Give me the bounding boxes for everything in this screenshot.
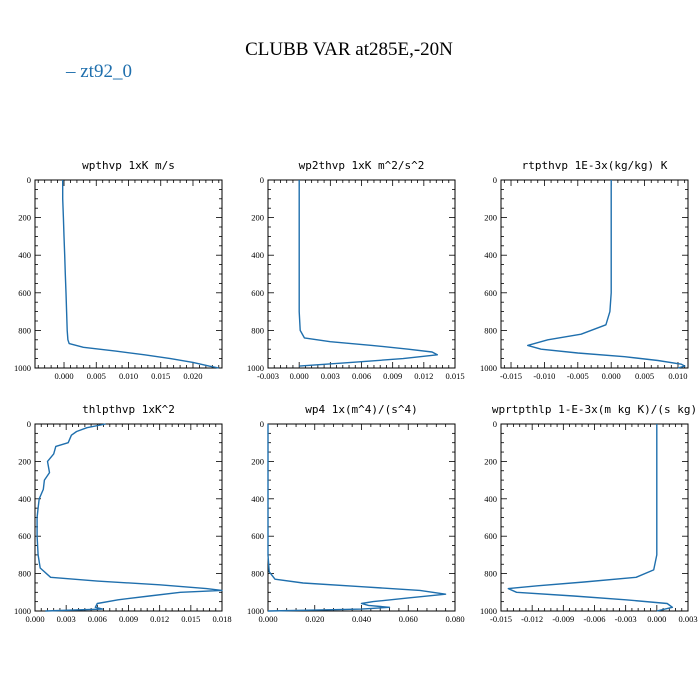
x-tick-label: 0.012 (414, 371, 433, 381)
x-tick-label: -0.009 (552, 614, 574, 624)
y-tick-label: 1000 (14, 606, 31, 616)
x-tick-label: 0.000 (602, 371, 621, 381)
x-tick-label: 0.018 (212, 614, 231, 624)
x-tick-label: 0.015 (151, 371, 170, 381)
y-tick-label: 400 (18, 494, 31, 504)
series-line (62, 180, 219, 369)
x-tick-label: 0.005 (635, 371, 654, 381)
panel-title: thlpthvp 1xK^2 (82, 403, 175, 416)
legend-entry: – zt92_0 (65, 61, 132, 82)
panel-1: wpthvp 1xK m/s 0 200 400 600 800 1000 0.000 0.00… (14, 159, 223, 381)
y-tick-label: 400 (484, 494, 497, 504)
series-line (36, 423, 223, 612)
x-tick-label: 0.006 (88, 614, 107, 624)
panel-3: rtpthvp 1E-3x(kg/kg) K02004006008001000-… (480, 159, 689, 381)
x-tick-label: 0.000 (647, 614, 666, 624)
x-tick-label: 0.020 (305, 614, 324, 624)
x-tick-label: 0.000 (290, 371, 309, 381)
x-tick-label: 0.020 (183, 371, 202, 381)
x-tick-label: 0.010 (668, 371, 687, 381)
series-line (267, 424, 447, 612)
x-tick-label: -0.015 (490, 614, 512, 624)
series-line (527, 180, 686, 369)
y-tick-label: 400 (251, 250, 264, 260)
y-tick-label: 0 (493, 175, 497, 185)
figure-title: CLUBB VAR at285E,-20N (245, 39, 453, 60)
x-tick-label: 0.003 (678, 614, 697, 624)
x-tick-label: 0.009 (119, 614, 138, 624)
x-tick-label: 0.009 (383, 371, 402, 381)
panel-2: wp2thvp 1xK m^2/s^2 0 200 400 600 800 1000-0.0… (247, 159, 465, 381)
y-tick-label: 0 (493, 419, 497, 429)
panel-title: wp2thvp 1xK m^2/s^2 (299, 159, 425, 172)
y-tick-label: 200 (18, 213, 31, 223)
x-tick-label: 0.080 (445, 614, 464, 624)
y-tick-label: 200 (251, 456, 264, 466)
y-tick-label: 1000 (247, 363, 264, 373)
x-tick-label: -0.015 (500, 371, 522, 381)
x-tick-label: -0.005 (567, 371, 589, 381)
y-tick-label: 600 (251, 288, 264, 298)
y-tick-label: 200 (18, 456, 31, 466)
x-tick-label: 0.015 (445, 371, 464, 381)
series-line (298, 180, 438, 367)
x-tick-label: 0.000 (54, 371, 73, 381)
x-tick-label: -0.003 (257, 371, 279, 381)
plot-frame (500, 423, 689, 612)
y-tick-label: 400 (251, 494, 264, 504)
plot-frame (267, 179, 456, 369)
x-tick-label: -0.006 (584, 614, 606, 624)
y-tick-label: 1000 (480, 363, 497, 373)
y-tick-label: 200 (484, 213, 497, 223)
y-tick-label: 1000 (247, 606, 264, 616)
x-tick-label: 0.000 (258, 614, 277, 624)
y-tick-label: 600 (484, 288, 497, 298)
x-tick-label: 0.005 (87, 371, 106, 381)
y-tick-label: 0 (27, 175, 31, 185)
y-tick-label: 800 (484, 325, 497, 335)
plot-frame (267, 423, 456, 612)
x-tick-label: 0.010 (119, 371, 138, 381)
y-tick-label: 1000 (480, 606, 497, 616)
y-tick-label: 800 (251, 569, 264, 579)
y-tick-label: 0 (27, 419, 31, 429)
x-tick-label: 0.000 (25, 614, 44, 624)
x-tick-label: -0.010 (533, 371, 555, 381)
y-tick-label: 200 (484, 456, 497, 466)
panel-title: rtpthvp 1E-3x(kg/kg) K (522, 159, 668, 172)
x-tick-label: 0.006 (352, 371, 371, 381)
y-tick-label: 1000 (14, 363, 31, 373)
x-tick-label: 0.003 (57, 614, 76, 624)
panel-title: wp4 1x(m^4)/(s^4) (305, 403, 418, 416)
y-tick-label: 400 (484, 250, 497, 260)
panel-6: wprtpthlp 1-E-3x(m kg K)/(s kg) 0 200 400 60… (480, 403, 698, 624)
y-tick-label: 800 (484, 569, 497, 579)
y-tick-label: 600 (18, 531, 31, 541)
panel-title: wprtpthlp 1-E-3x(m kg K)/(s kg) (492, 403, 697, 416)
x-tick-label: 0.060 (399, 614, 418, 624)
y-tick-label: 200 (251, 213, 264, 223)
y-tick-label: 400 (18, 250, 31, 260)
plot-frame (500, 179, 689, 369)
y-tick-label: 800 (18, 569, 31, 579)
x-tick-label: 0.040 (352, 614, 371, 624)
y-tick-label: 800 (251, 325, 264, 335)
x-tick-label: 0.003 (321, 371, 340, 381)
x-tick-label: 0.012 (150, 614, 169, 624)
y-tick-label: 600 (484, 531, 497, 541)
y-tick-label: 600 (18, 288, 31, 298)
x-tick-label: -0.012 (521, 614, 543, 624)
series-line (507, 424, 674, 612)
y-tick-label: 0 (260, 419, 264, 429)
y-tick-label: 600 (251, 531, 264, 541)
panel-title: wpthvp 1xK m/s (82, 159, 175, 172)
y-tick-label: 0 (260, 175, 264, 185)
x-tick-label: -0.003 (615, 614, 637, 624)
x-tick-label: 0.015 (181, 614, 200, 624)
y-tick-label: 800 (18, 325, 31, 335)
